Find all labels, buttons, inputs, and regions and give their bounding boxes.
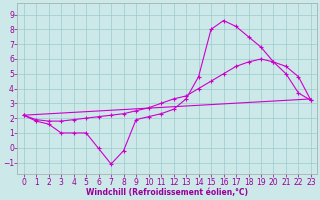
X-axis label: Windchill (Refroidissement éolien,°C): Windchill (Refroidissement éolien,°C) [86,188,248,197]
